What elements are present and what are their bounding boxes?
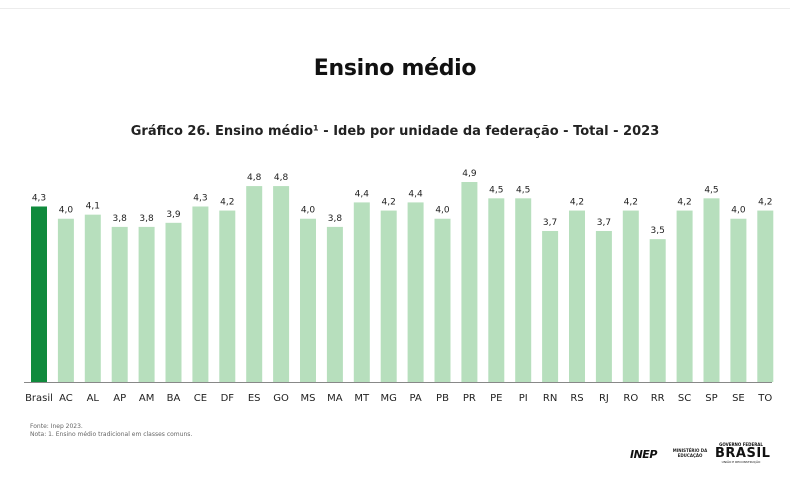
value-label-rs: 4,2 <box>570 198 584 208</box>
value-label-pe: 4,5 <box>489 185 503 195</box>
category-label-ap: AP <box>113 393 126 404</box>
bar-pe <box>488 198 505 382</box>
category-label-sp: SP <box>705 393 717 404</box>
bar-pb <box>434 218 451 382</box>
bar-sp <box>703 198 720 382</box>
category-label-sc: SC <box>678 393 691 404</box>
bar-ms <box>300 218 316 382</box>
bar-ap <box>111 226 128 382</box>
bar-sc <box>676 210 693 382</box>
value-label-mg: 4,2 <box>382 198 396 208</box>
gov-logo-line2: BRASIL <box>715 446 771 461</box>
category-label-pa: PA <box>409 393 421 404</box>
footnote: Nota: 1. Ensino médio tradicional em cla… <box>30 431 193 438</box>
value-label-sp: 4,5 <box>704 185 718 195</box>
value-label-al: 4,1 <box>86 202 100 212</box>
mec-logo: MINISTÉRIO DA EDUCAÇÃO <box>672 448 708 458</box>
value-label-ms: 4,0 <box>301 206 316 216</box>
category-label-pr: PR <box>463 393 476 404</box>
value-label-rn: 3,7 <box>543 218 557 228</box>
bar-ro <box>622 210 639 382</box>
value-label-pa: 4,4 <box>408 189 423 199</box>
value-label-df: 4,2 <box>220 198 234 208</box>
category-label-mg: MG <box>381 393 397 404</box>
category-label-mt: MT <box>354 393 370 404</box>
value-label-pr: 4,9 <box>462 169 477 179</box>
value-label-brasil: 4,3 <box>32 193 46 203</box>
value-label-ap: 3,8 <box>113 214 128 224</box>
bar-mg <box>380 210 397 382</box>
category-label-pb: PB <box>436 393 449 404</box>
category-label-rn: RN <box>543 393 557 404</box>
gov-logo-line3: UNIÃO E RECONSTRUÇÃO <box>721 460 761 464</box>
category-label-go: GO <box>273 393 289 404</box>
category-label-df: DF <box>221 393 235 404</box>
bar-rj <box>595 230 612 382</box>
category-label-rr: RR <box>651 393 665 404</box>
bar-se <box>730 218 747 382</box>
category-label-to: TO <box>757 393 772 404</box>
top-divider <box>0 8 790 9</box>
category-label-rs: RS <box>570 393 583 404</box>
category-label-am: AM <box>139 393 154 404</box>
value-label-sc: 4,2 <box>677 198 691 208</box>
bar-es <box>246 186 263 382</box>
logos: INEP MINISTÉRIO DA EDUCAÇÃO GOVERNO FEDE… <box>600 440 780 470</box>
category-label-ms: MS <box>301 393 316 404</box>
bar-ce <box>192 206 209 382</box>
value-label-rr: 3,5 <box>651 226 665 236</box>
category-label-ma: MA <box>327 393 343 404</box>
bar-go <box>273 186 290 382</box>
bar-mt <box>353 202 370 382</box>
bar-rs <box>569 210 585 382</box>
value-label-ba: 3,9 <box>166 210 181 220</box>
gov-logo-line1: GOVERNO FEDERAL <box>719 442 763 447</box>
category-label-rj: RJ <box>599 393 609 404</box>
value-label-pi: 4,5 <box>516 185 530 195</box>
value-label-to: 4,2 <box>758 198 772 208</box>
inep-logo: INEP <box>630 448 657 461</box>
value-label-am: 3,8 <box>139 214 154 224</box>
value-label-es: 4,8 <box>247 173 262 183</box>
value-label-ac: 4,0 <box>59 206 74 216</box>
category-label-se: SE <box>732 393 745 404</box>
chart-title: Gráfico 26. Ensino médio¹ - Ideb por uni… <box>130 124 660 139</box>
value-label-ro: 4,2 <box>624 198 638 208</box>
value-label-ce: 4,3 <box>193 193 207 203</box>
gov-brasil-logo: GOVERNO FEDERAL BRASIL UNIÃO E RECONSTRU… <box>715 442 771 464</box>
bar-al <box>84 214 101 382</box>
category-label-pe: PE <box>490 393 502 404</box>
value-label-go: 4,8 <box>274 173 289 183</box>
category-label-ro: RO <box>623 393 638 404</box>
category-label-al: AL <box>87 393 100 404</box>
category-label-ce: CE <box>194 393 207 404</box>
bar-pa <box>407 202 424 382</box>
source-note: Fonte: Inep 2023. <box>30 423 83 430</box>
bar-df <box>219 210 236 382</box>
bar-rn <box>542 230 559 382</box>
bar-ac <box>57 218 74 382</box>
category-label-brasil: Brasil <box>25 393 53 404</box>
bar-brasil <box>31 206 47 382</box>
page-title: Ensino médio <box>313 56 477 81</box>
ideb-bar-chart: 4,3 Brasil 4,0 AC 4,1 AL 3,8 AP 3,8 AM 3,9 BA 4,3 CE 4… <box>24 169 774 404</box>
value-label-pb: 4,0 <box>435 206 450 216</box>
value-label-se: 4,0 <box>731 206 746 216</box>
bar-pi <box>515 198 532 382</box>
bar-ma <box>326 226 343 382</box>
bar-pr <box>461 182 478 382</box>
value-label-rj: 3,7 <box>597 218 611 228</box>
category-label-pi: PI <box>519 393 528 404</box>
value-label-mt: 4,4 <box>355 189 370 199</box>
bar-rr <box>649 239 666 382</box>
category-label-es: ES <box>248 393 261 404</box>
bar-ba <box>165 222 182 382</box>
value-label-ma: 3,8 <box>328 214 343 224</box>
category-label-ba: BA <box>167 393 181 404</box>
bar-to <box>757 210 774 382</box>
category-label-ac: AC <box>59 393 73 404</box>
bar-am <box>138 226 155 382</box>
